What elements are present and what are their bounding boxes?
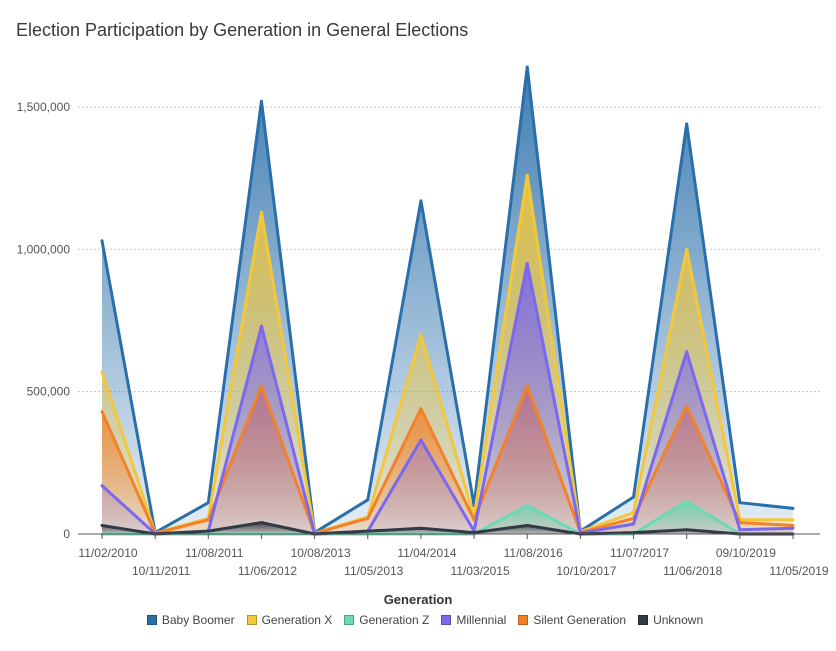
data-point[interactable]	[100, 239, 104, 243]
area-unknown	[102, 522, 793, 534]
data-point[interactable]	[738, 528, 742, 532]
x-tick-label: 11/04/2014	[397, 546, 456, 560]
legend-label: Millennial	[456, 613, 507, 627]
x-tick-label: 10/11/2011	[132, 564, 191, 578]
legend-label: Unknown	[653, 613, 704, 627]
line-baby-boomer	[100, 65, 794, 535]
data-point[interactable]	[259, 384, 263, 388]
x-tick-label: 11/02/2010	[78, 546, 137, 560]
data-point[interactable]	[685, 122, 689, 126]
area-generation-z	[102, 501, 793, 534]
legend: Generation Baby Boomer Generation X Genera…	[0, 592, 836, 627]
data-point[interactable]	[525, 65, 529, 69]
data-point[interactable]	[685, 404, 689, 408]
data-point[interactable]	[791, 526, 795, 530]
chart-plot: 0 500,000 1,000,000 1,500,000 11/02/2010 10/1…	[17, 65, 829, 578]
legend-swatch	[146, 615, 157, 625]
x-tick-label: 11/05/2013	[344, 564, 403, 578]
y-tick-label: 0	[63, 527, 70, 541]
legend-item-generation-x[interactable]: Generation X	[246, 613, 333, 627]
data-point[interactable]	[525, 523, 529, 527]
data-point[interactable]	[419, 438, 423, 442]
data-point[interactable]	[259, 324, 263, 328]
legend-title: Generation	[383, 592, 453, 607]
area-millennial	[102, 263, 793, 534]
data-point[interactable]	[632, 495, 636, 499]
line-unknown	[101, 521, 793, 536]
legend-item-silent-generation[interactable]: Silent Generation	[518, 613, 626, 627]
y-tick-label: 500,000	[27, 385, 71, 399]
data-point[interactable]	[100, 523, 104, 527]
x-tick-label: 10/08/2013	[291, 546, 351, 560]
legend-label: Baby Boomer	[161, 613, 235, 627]
data-point[interactable]	[632, 531, 636, 535]
legend-items: Baby Boomer Generation X Generation Z Mille…	[0, 613, 836, 627]
data-point[interactable]	[791, 523, 795, 527]
data-point[interactable]	[419, 199, 423, 203]
line-millennial	[100, 262, 794, 536]
legend-item-baby-boomer[interactable]: Baby Boomer	[146, 613, 235, 627]
data-point[interactable]	[259, 521, 263, 525]
data-point[interactable]	[259, 210, 263, 214]
data-point[interactable]	[100, 370, 104, 374]
data-point[interactable]	[685, 528, 689, 532]
data-point[interactable]	[100, 484, 104, 488]
data-point[interactable]	[366, 529, 370, 533]
chart-title: Election Participation by Generation in …	[16, 20, 469, 40]
data-point[interactable]	[419, 526, 423, 530]
data-point[interactable]	[685, 499, 689, 503]
legend-item-unknown[interactable]: Unknown	[638, 613, 703, 627]
data-point[interactable]	[738, 501, 742, 505]
data-point[interactable]	[206, 501, 210, 505]
legend-label: Generation Z	[359, 613, 430, 627]
legend-item-generation-z[interactable]: Generation Z	[344, 613, 429, 627]
data-point[interactable]	[472, 531, 476, 535]
data-point[interactable]	[419, 333, 423, 337]
data-point[interactable]	[259, 99, 263, 103]
data-point[interactable]	[525, 504, 529, 508]
legend-label: Silent Generation	[533, 613, 627, 627]
legend-swatch	[441, 615, 452, 625]
x-tick-label: 11/07/2017	[610, 546, 669, 560]
data-point[interactable]	[791, 518, 795, 522]
data-point[interactable]	[206, 518, 210, 522]
data-point[interactable]	[206, 529, 210, 533]
legend-swatch	[638, 615, 649, 625]
x-tick-label: 10/10/2017	[556, 564, 616, 578]
x-tick-label: 11/08/2011	[185, 546, 244, 560]
line-generation-x	[100, 173, 793, 535]
x-tick-label: 11/06/2012	[238, 564, 297, 578]
y-tick-label: 1,000,000	[17, 242, 71, 256]
data-point[interactable]	[685, 247, 689, 251]
legend-swatch	[518, 615, 529, 625]
x-tick-label: 11/06/2018	[663, 564, 722, 578]
x-tick-label: 11/05/2019	[769, 564, 828, 578]
data-point[interactable]	[791, 506, 795, 510]
x-tick-label: 09/10/2019	[716, 546, 776, 560]
x-tick-label: 11/08/2016	[504, 546, 563, 560]
data-point[interactable]	[525, 173, 529, 177]
data-point[interactable]	[525, 384, 529, 388]
data-point[interactable]	[419, 407, 423, 411]
legend-item-millennial[interactable]: Millennial	[441, 613, 506, 627]
data-point[interactable]	[366, 516, 370, 520]
data-point[interactable]	[366, 498, 370, 502]
data-point[interactable]	[525, 262, 529, 266]
x-tick-label: 11/03/2015	[450, 564, 509, 578]
legend-swatch	[246, 615, 257, 625]
legend-swatch	[344, 615, 355, 625]
legend-label: Generation X	[261, 613, 333, 627]
data-point[interactable]	[100, 410, 104, 414]
data-point[interactable]	[632, 522, 636, 526]
data-point[interactable]	[685, 350, 689, 354]
y-tick-label: 1,500,000	[17, 100, 71, 114]
